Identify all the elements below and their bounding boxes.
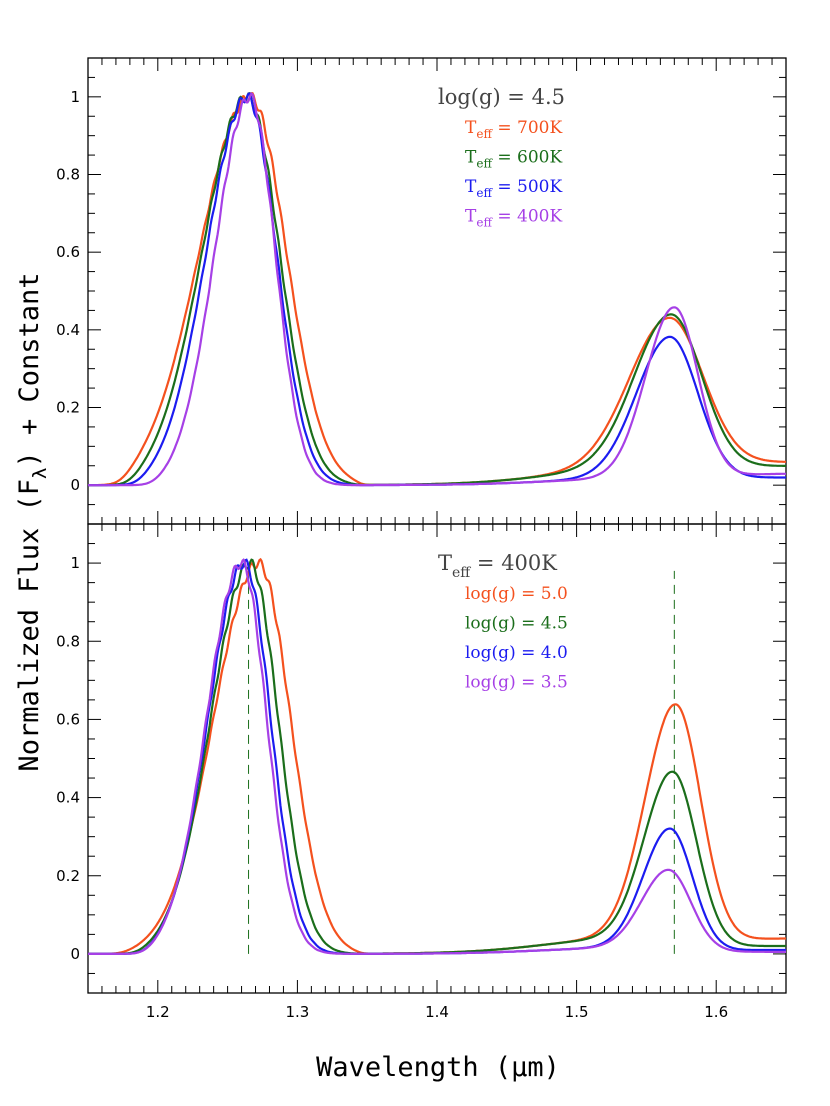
legend-item-4: log(g) = 3.5 [465,673,568,693]
legend-heading: log(g) = 4.5 [438,85,565,109]
legend-item-2: Teff = 600K [465,148,562,171]
x-tick-label: 1.4 [425,1003,449,1021]
x-tick-label: 1.3 [285,1003,309,1021]
y-tick-label: 1 [70,554,80,572]
legend-item-4: Teff = 400K [465,207,562,230]
y-tick-label: 0.6 [56,243,80,261]
y-tick-label: 0 [70,476,80,494]
y-axis-label: Normalized Flux (Fλ) + Constant [14,272,51,771]
plot-frame [87,57,787,525]
y-tick-label: 0.2 [56,867,80,885]
series-line-1 [87,92,786,487]
series-line-3 [88,92,786,487]
legend-item-3: Teff = 500K [465,177,562,200]
y-tick-label: 0 [70,945,80,963]
x-tick-label: 1.5 [565,1003,589,1021]
legend-item-3: log(g) = 4.0 [465,643,568,663]
y-tick-label: 0.2 [56,399,80,417]
series-line-2 [88,92,786,487]
legend-item-2: log(g) = 4.5 [465,614,568,634]
series-line-3 [88,558,786,955]
y-tick-label: 0.8 [56,166,80,184]
legend-item-1: log(g) = 5.0 [465,584,568,604]
series-line-1 [88,557,786,955]
y-tick-label: 1 [70,88,80,106]
series-line-4 [88,558,786,955]
series-line-4 [88,92,786,487]
y-tick-label: 0.4 [56,321,80,339]
plot-frame [87,523,787,994]
top-panel: 0 0.2 0.4 0.6 0.8 1 log(g) = 4.5 Teff = 700K Tef… [56,57,787,525]
y-tick-label: 0.8 [56,632,80,650]
y-tick-label: 0.6 [56,710,80,728]
y-tick-label: 0.4 [56,789,80,807]
bottom-panel: 0 0.2 0.4 0.6 0.8 1 1.2 1.3 1.4 1.5 1.6 Teff = 400K… [56,523,787,1021]
legend-item-1: Teff = 700K [465,118,562,141]
x-axis-label: Wavelength (μm) [316,1052,560,1083]
x-tick-label: 1.2 [146,1003,170,1021]
legend-heading: Teff = 400K [438,551,557,581]
x-tick-label: 1.6 [704,1003,728,1021]
series-line-2 [88,558,786,955]
